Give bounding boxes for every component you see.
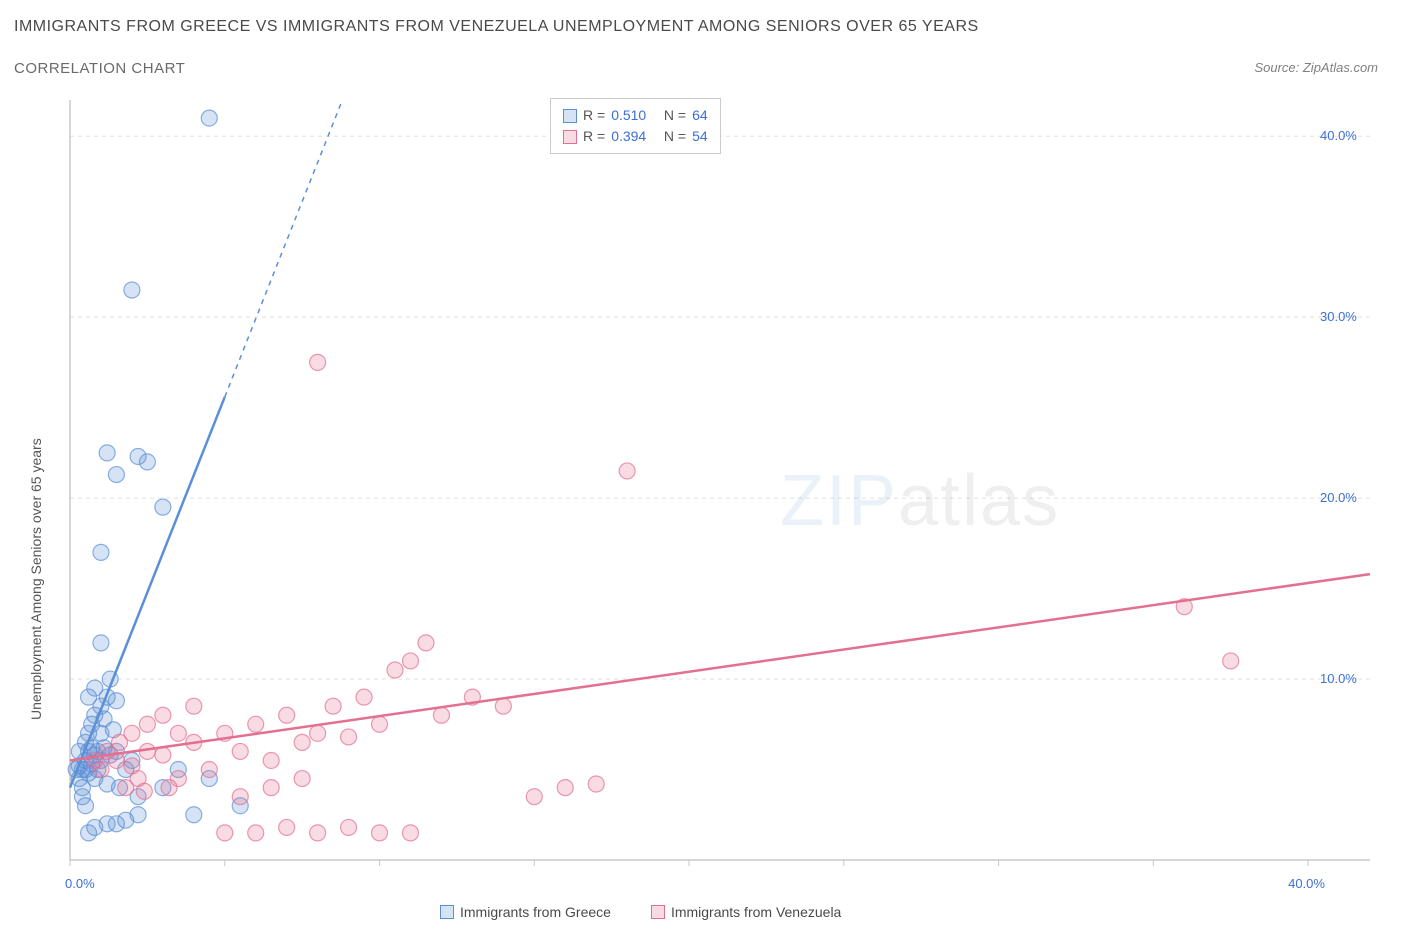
y-tick-label: 30.0% (1320, 309, 1357, 324)
n-label: N = (652, 126, 686, 147)
r-value: 0.394 (611, 126, 646, 147)
chart-subtitle: CORRELATION CHART (14, 60, 185, 77)
legend-swatch (563, 109, 577, 123)
correlation-row: R = 0.394 N = 54 (563, 126, 708, 147)
legend-swatch (440, 905, 454, 919)
y-tick-label: 20.0% (1320, 490, 1357, 505)
legend-label: Immigrants from Venezuela (671, 904, 841, 920)
legend-label: Immigrants from Greece (460, 904, 611, 920)
legend-item: Immigrants from Greece (440, 904, 611, 920)
correlation-stats-box: R = 0.510 N = 64R = 0.394 N = 54 (550, 98, 721, 154)
r-label: R = (583, 126, 605, 147)
x-tick-label: 0.0% (65, 876, 95, 891)
legend-item: Immigrants from Venezuela (651, 904, 841, 920)
chart-title: IMMIGRANTS FROM GREECE VS IMMIGRANTS FRO… (14, 18, 979, 36)
correlation-row: R = 0.510 N = 64 (563, 105, 708, 126)
n-label: N = (652, 105, 686, 126)
r-value: 0.510 (611, 105, 646, 126)
r-label: R = (583, 105, 605, 126)
scatter-plot (60, 90, 1390, 890)
legend-swatch (651, 905, 665, 919)
source-attribution: Source: ZipAtlas.com (1254, 60, 1378, 75)
n-value: 54 (692, 126, 708, 147)
y-tick-label: 40.0% (1320, 128, 1357, 143)
chart-area (60, 90, 1390, 890)
legend: Immigrants from Greece Immigrants from Ve… (440, 904, 841, 920)
x-tick-label: 40.0% (1288, 876, 1325, 891)
n-value: 64 (692, 105, 708, 126)
legend-swatch (563, 130, 577, 144)
y-tick-label: 10.0% (1320, 671, 1357, 686)
y-axis-label: Unemployment Among Seniors over 65 years (28, 438, 44, 720)
